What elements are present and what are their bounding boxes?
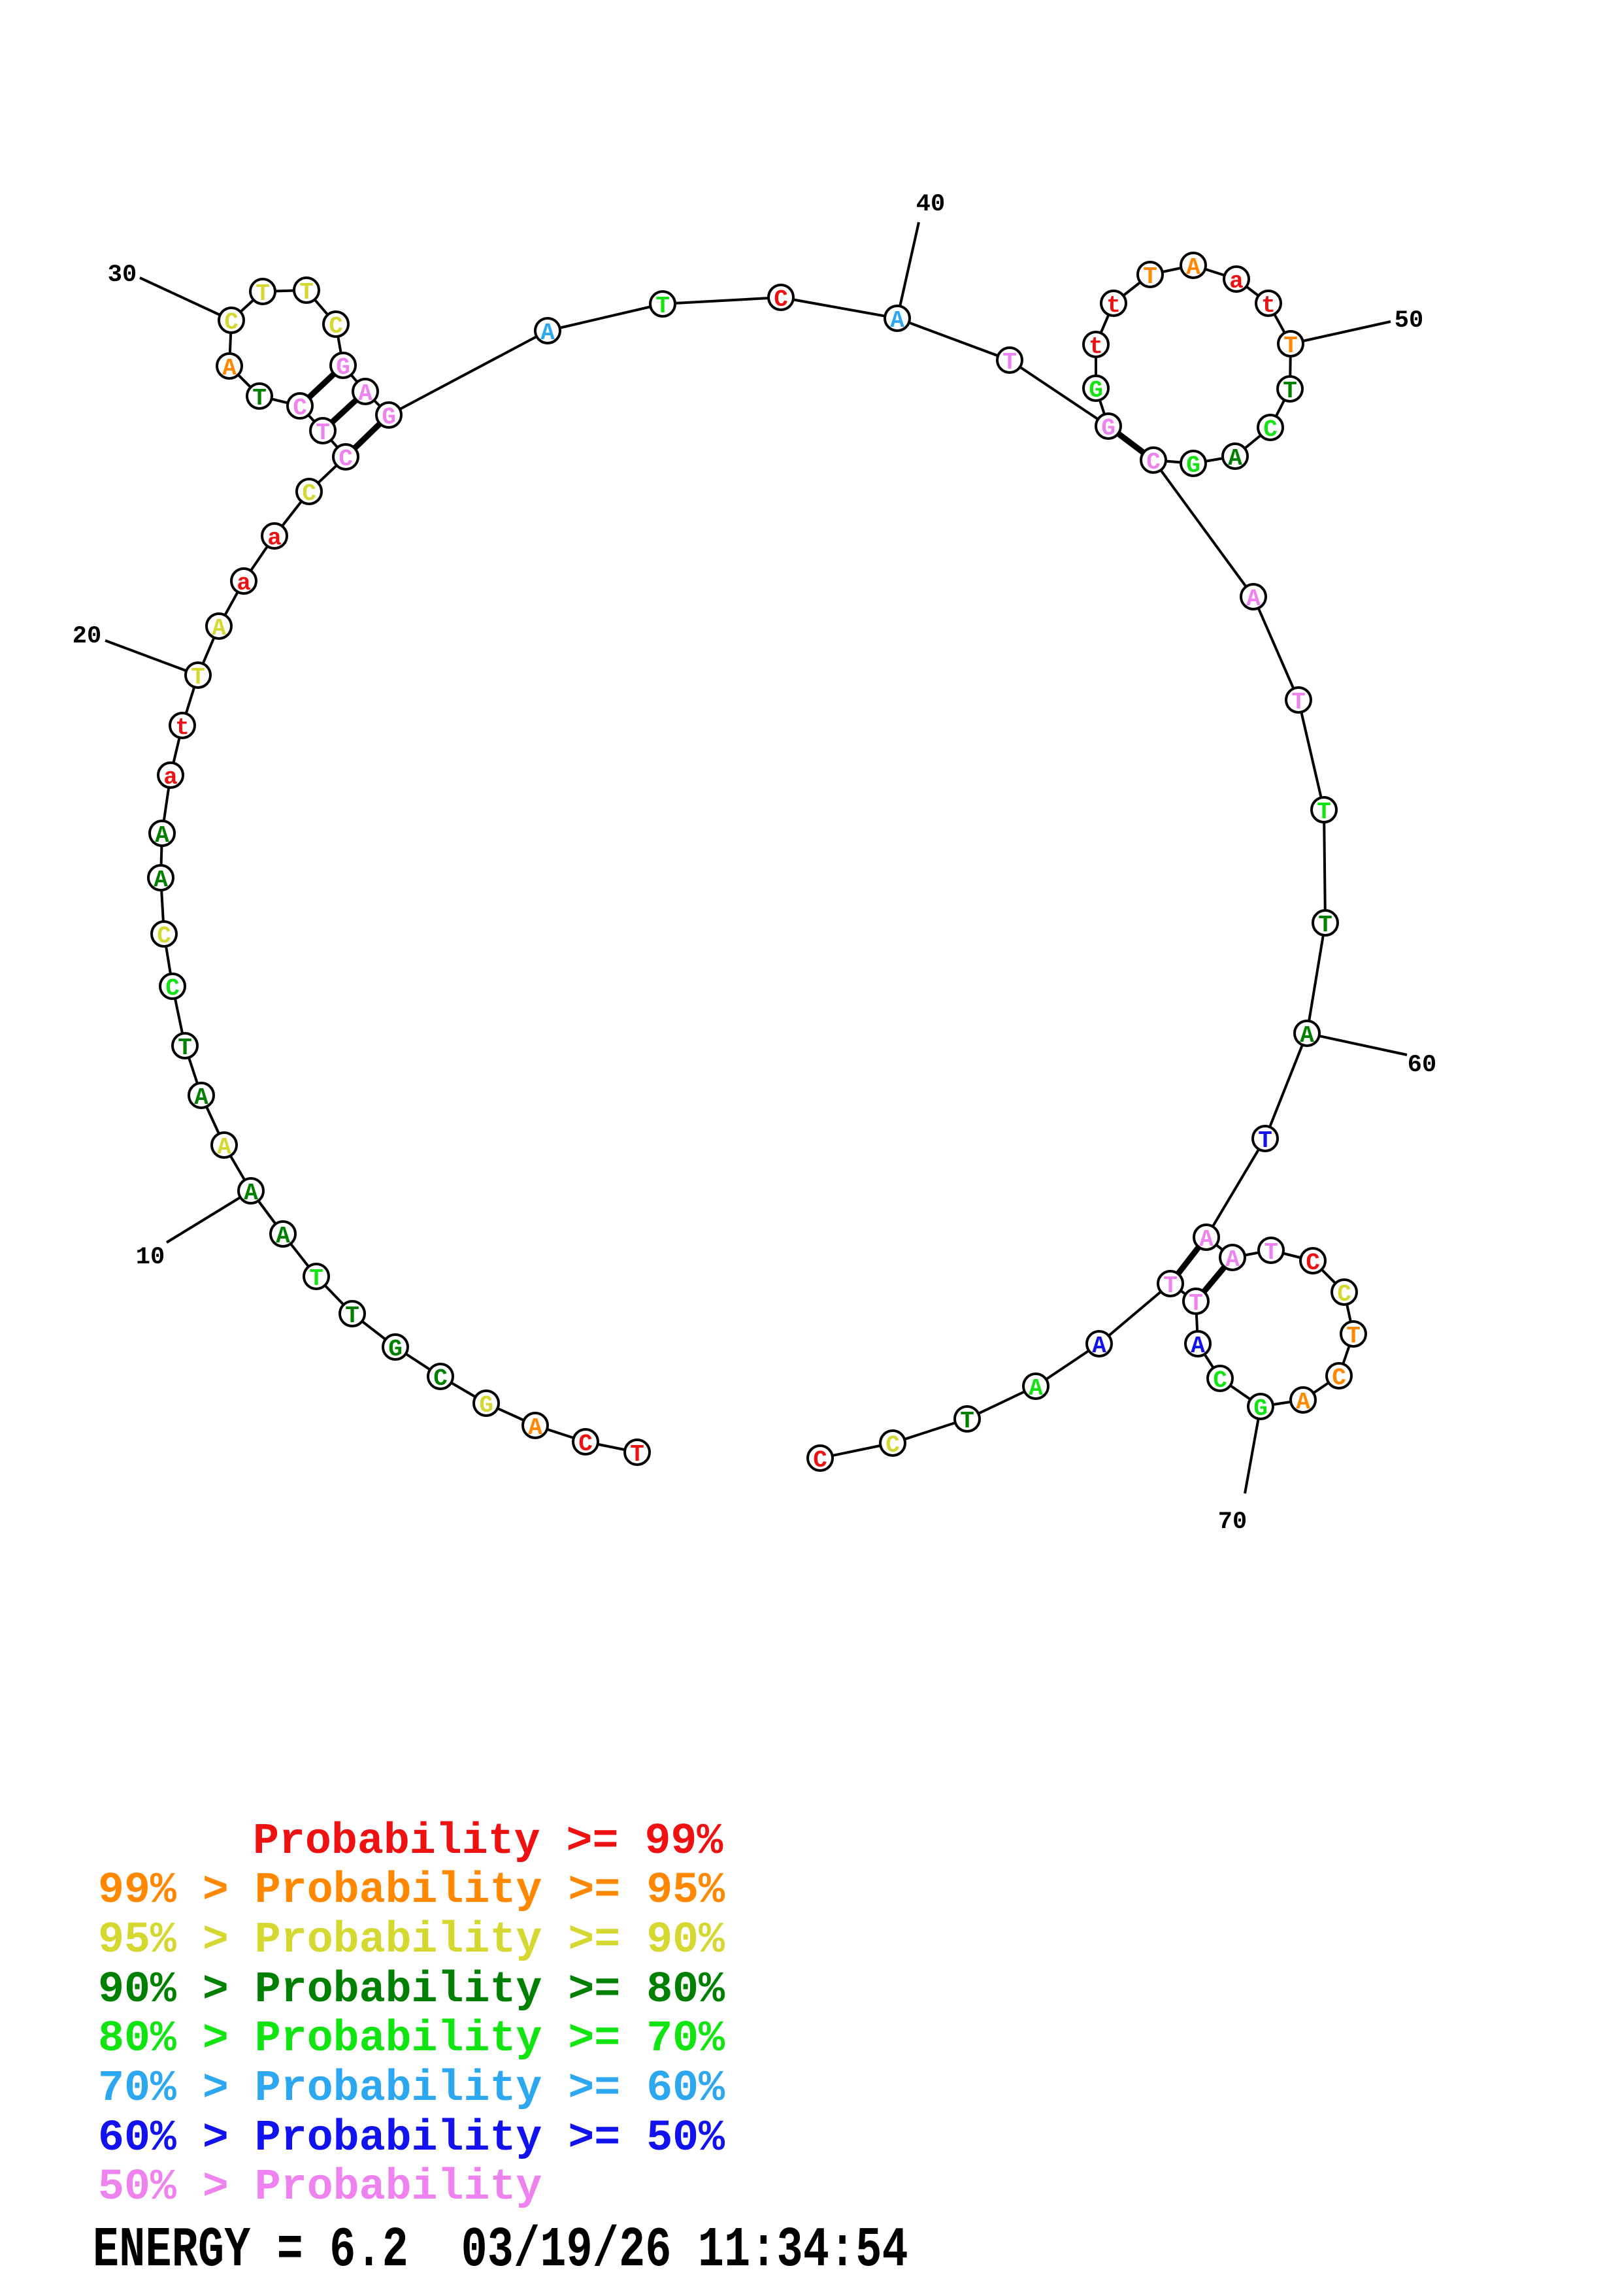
svg-text:C: C (774, 286, 788, 313)
svg-text:95% > Probability >= 90%: 95% > Probability >= 90% (98, 1916, 725, 1965)
svg-text:T: T (960, 1408, 974, 1435)
svg-text:C: C (302, 480, 316, 507)
svg-text:T: T (299, 279, 314, 306)
svg-text:T: T (309, 1265, 323, 1292)
svg-text:A: A (358, 380, 372, 407)
svg-text:80% > Probability >= 70%: 80% > Probability >= 70% (98, 2014, 725, 2063)
svg-text:C: C (885, 1432, 900, 1459)
svg-text:T: T (1264, 1239, 1278, 1266)
svg-text:Probability >= 99%: Probability >= 99% (253, 1817, 723, 1866)
svg-text:C: C (157, 923, 171, 950)
svg-text:a: a (1229, 268, 1244, 295)
svg-text:T: T (178, 1035, 192, 1061)
svg-text:C: C (293, 395, 307, 422)
svg-text:10: 10 (136, 1244, 165, 1271)
svg-text:A: A (890, 307, 904, 334)
svg-text:A: A (1228, 445, 1242, 472)
svg-text:T: T (1002, 349, 1017, 376)
svg-text:A: A (212, 615, 226, 642)
svg-text:t: t (1106, 292, 1121, 319)
svg-text:C: C (813, 1447, 827, 1474)
svg-text:T: T (1318, 912, 1332, 939)
svg-text:T: T (1291, 689, 1306, 716)
svg-text:40: 40 (916, 191, 945, 218)
svg-text:A: A (1225, 1246, 1240, 1273)
svg-text:C: C (329, 313, 343, 340)
svg-text:T: T (630, 1441, 644, 1468)
svg-text:A: A (1092, 1333, 1106, 1359)
svg-text:A: A (1191, 1333, 1205, 1359)
svg-text:A: A (1296, 1389, 1310, 1416)
svg-text:G: G (382, 404, 396, 431)
svg-text:A: A (1199, 1226, 1214, 1253)
svg-text:C: C (1146, 449, 1161, 476)
svg-text:T: T (1346, 1323, 1361, 1350)
svg-text:C: C (1337, 1281, 1351, 1308)
svg-text:A: A (1246, 586, 1261, 612)
svg-text:a: a (237, 570, 251, 597)
svg-text:C: C (433, 1365, 448, 1392)
svg-text:T: T (316, 420, 330, 446)
svg-text:T: T (1283, 378, 1297, 405)
svg-text:60% > Probability >= 50%: 60% > Probability >= 50% (98, 2114, 725, 2163)
svg-text:T: T (1317, 799, 1331, 825)
svg-text:C: C (1213, 1367, 1227, 1394)
svg-text:A: A (217, 1134, 231, 1161)
svg-text:A: A (194, 1084, 208, 1111)
svg-text:T: T (345, 1303, 359, 1329)
svg-text:t: t (175, 714, 190, 741)
svg-text:C: C (1332, 1365, 1346, 1391)
svg-text:G: G (1186, 452, 1200, 479)
svg-text:T: T (1258, 1127, 1272, 1154)
svg-text:30: 30 (108, 261, 137, 289)
svg-text:A: A (244, 1180, 258, 1206)
svg-text:A: A (540, 320, 555, 346)
svg-text:A: A (1029, 1375, 1043, 1402)
svg-text:20: 20 (73, 623, 101, 650)
svg-text:A: A (276, 1223, 290, 1250)
svg-text:T: T (1283, 333, 1298, 359)
svg-text:T: T (191, 664, 205, 691)
svg-text:A: A (155, 822, 169, 849)
svg-text:G: G (388, 1336, 403, 1363)
svg-text:C: C (1306, 1250, 1320, 1276)
svg-text:50: 50 (1395, 307, 1423, 335)
svg-text:T: T (655, 293, 670, 320)
svg-text:G: G (1101, 415, 1116, 442)
svg-text:T: T (1143, 263, 1157, 290)
svg-text:ENERGY = 6.2 03/19/26 11:34:5: ENERGY = 6.2 03/19/26 11:34:54 (93, 2219, 908, 2283)
svg-text:A: A (528, 1414, 542, 1441)
svg-text:t: t (1089, 333, 1103, 360)
svg-text:C: C (339, 446, 353, 473)
svg-text:C: C (165, 975, 180, 1002)
svg-text:G: G (1253, 1395, 1268, 1422)
svg-text:70% > Probability >= 60%: 70% > Probability >= 60% (98, 2064, 725, 2113)
svg-text:C: C (224, 309, 239, 336)
svg-text:T: T (252, 385, 267, 412)
svg-text:C: C (578, 1431, 593, 1457)
svg-text:t: t (1261, 292, 1276, 319)
svg-text:G: G (1089, 377, 1103, 404)
svg-text:T: T (1163, 1273, 1178, 1299)
svg-text:90% > Probability >= 80%: 90% > Probability >= 80% (98, 1965, 725, 2014)
svg-text:A: A (1186, 254, 1200, 281)
svg-text:T: T (256, 280, 270, 307)
svg-text:a: a (267, 525, 282, 552)
svg-text:99% > Probability >= 95%: 99% > Probability >= 95% (98, 1866, 725, 1915)
svg-text:A: A (154, 867, 168, 893)
svg-text:A: A (222, 355, 237, 382)
svg-text:A: A (1300, 1022, 1314, 1049)
svg-text:60: 60 (1408, 1052, 1436, 1079)
svg-text:G: G (336, 354, 350, 381)
svg-text:70: 70 (1218, 1508, 1247, 1536)
svg-text:a: a (163, 764, 178, 791)
svg-text:C: C (1263, 416, 1278, 443)
svg-text:T: T (1189, 1290, 1203, 1317)
svg-text:50% > Probability: 50% > Probability (98, 2163, 542, 2212)
svg-text:G: G (479, 1392, 493, 1419)
